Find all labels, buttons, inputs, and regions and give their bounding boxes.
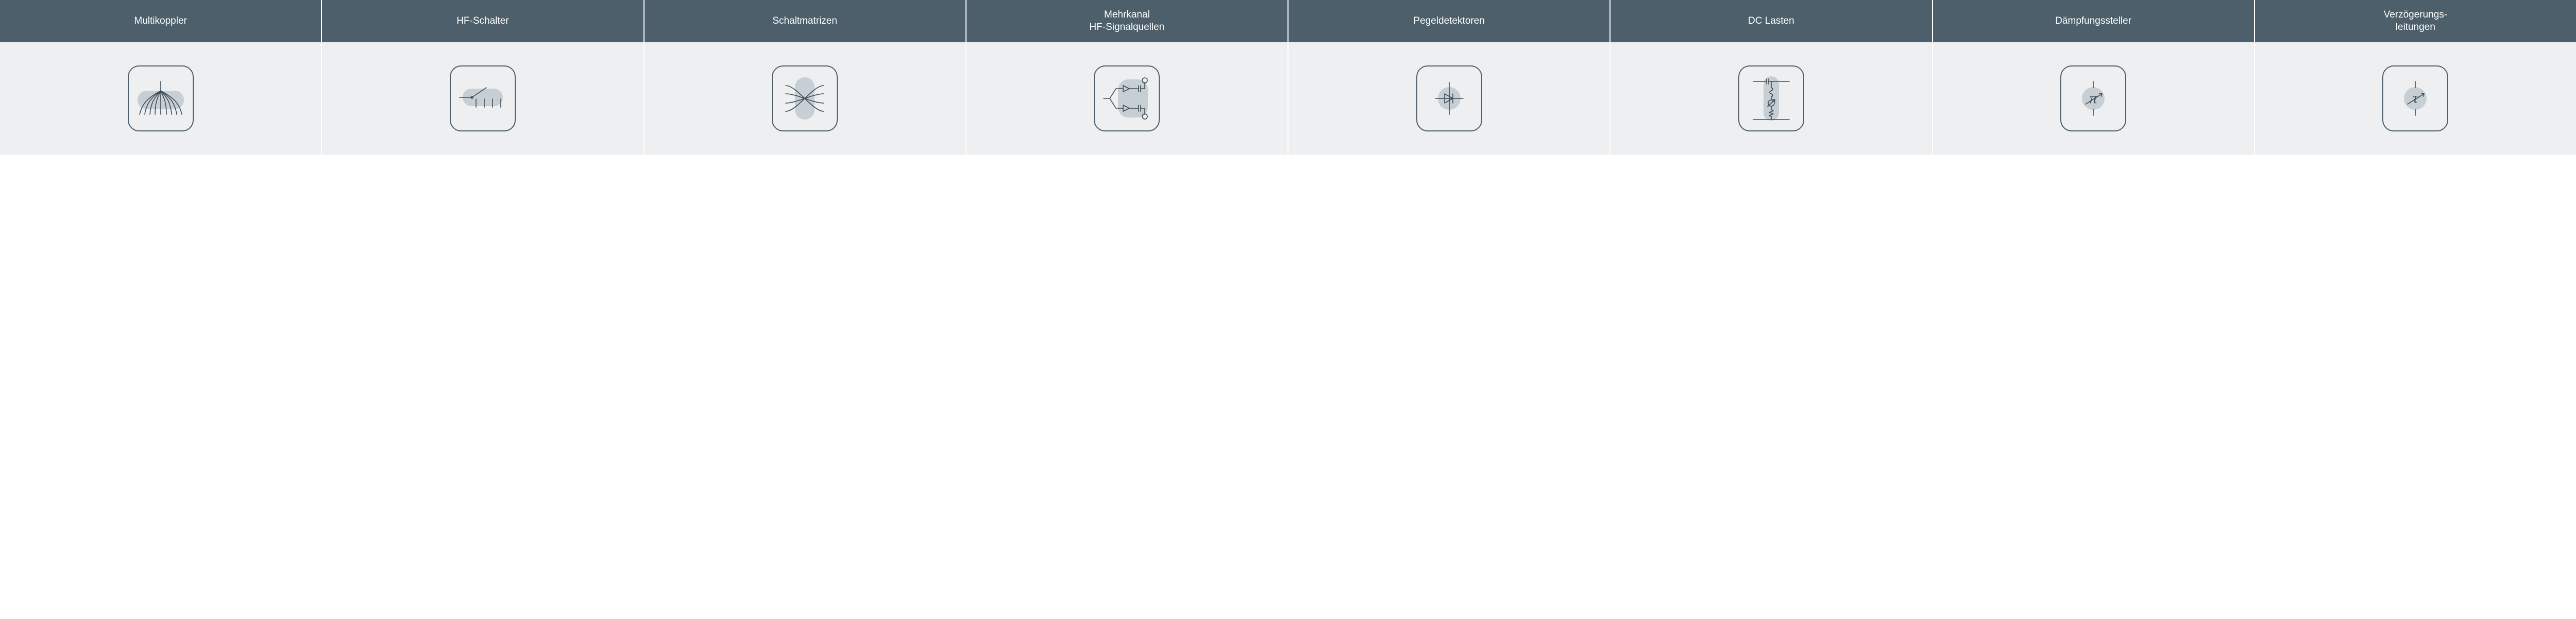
header-label: Multikoppler	[134, 15, 187, 27]
header-verzoegerungsleitungen[interactable]: Verzögerungs-leitungen	[2255, 0, 2576, 42]
header-label: MehrkanalHF-Signalquellen	[1090, 9, 1165, 34]
header-multikoppler[interactable]: Multikoppler	[0, 0, 322, 42]
cell-verzoegerungsleitungen: τ	[2255, 42, 2576, 155]
cell-hf-schalter	[322, 42, 644, 155]
header-label: Schaltmatrizen	[772, 15, 837, 27]
delay-line-tau-icon: τ	[2387, 70, 2444, 127]
header-pegeldetektoren[interactable]: Pegeldetektoren	[1289, 0, 1611, 42]
multicoupler-icon	[132, 70, 189, 127]
cell-pegeldetektoren	[1289, 42, 1611, 155]
card-multikoppler[interactable]	[128, 65, 194, 131]
card-hf-schalter[interactable]	[450, 65, 516, 131]
header-daempfungssteller[interactable]: Dämpfungssteller	[1933, 0, 2255, 42]
header-hf-schalter[interactable]: HF-Schalter	[322, 0, 644, 42]
header-label: HF-Schalter	[456, 15, 509, 27]
card-dc-lasten[interactable]	[1738, 65, 1804, 131]
card-verzoegerungsleitungen[interactable]: τ	[2382, 65, 2448, 131]
cell-daempfungssteller: π	[1933, 42, 2255, 155]
header-label: Pegeldetektoren	[1413, 15, 1484, 27]
header-mehrkanal-hf-signalquellen[interactable]: MehrkanalHF-Signalquellen	[967, 0, 1289, 42]
header-schaltmatrizen[interactable]: Schaltmatrizen	[645, 0, 967, 42]
dc-load-icon	[1743, 70, 1800, 127]
category-header-row: Multikoppler HF-Schalter Schaltmatrizen …	[0, 0, 2576, 42]
category-icon-row: π τ	[0, 42, 2576, 155]
header-label: Verzögerungs-leitungen	[2384, 9, 2448, 34]
card-mehrkanal-hf-signalquellen[interactable]	[1094, 65, 1160, 131]
level-detector-icon	[1421, 70, 1478, 127]
cell-multikoppler	[0, 42, 322, 155]
cell-mehrkanal-hf-signalquellen	[967, 42, 1289, 155]
cell-schaltmatrizen	[645, 42, 967, 155]
attenuator-pi-icon: π	[2065, 70, 2122, 127]
cell-dc-lasten	[1611, 42, 1933, 155]
switch-matrix-icon	[776, 70, 833, 127]
header-label: Dämpfungssteller	[2055, 15, 2131, 27]
svg-text:π: π	[2090, 90, 2098, 107]
multichannel-src-icon	[1098, 70, 1155, 127]
card-pegeldetektoren[interactable]	[1416, 65, 1482, 131]
card-schaltmatrizen[interactable]	[772, 65, 838, 131]
header-label: DC Lasten	[1748, 15, 1794, 27]
rf-switch-icon	[454, 70, 511, 127]
header-dc-lasten[interactable]: DC Lasten	[1611, 0, 1933, 42]
card-daempfungssteller[interactable]: π	[2060, 65, 2126, 131]
